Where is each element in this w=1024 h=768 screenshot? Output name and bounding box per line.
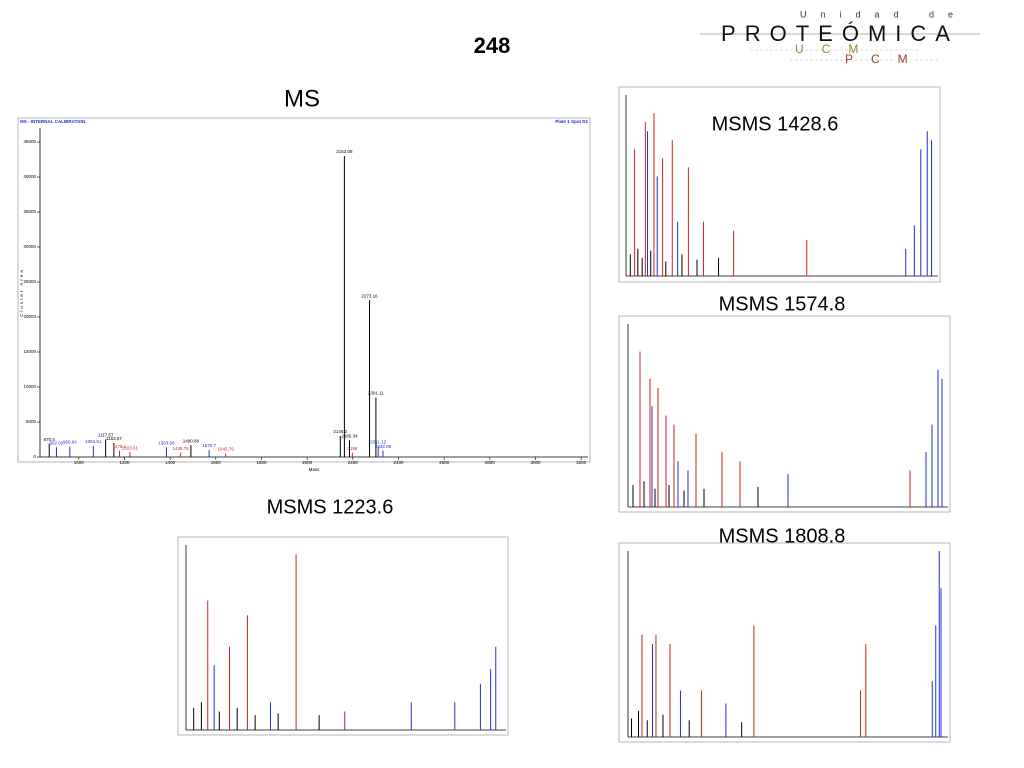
logo-main: PROTEÓMICA [721, 21, 959, 46]
spectrum [618, 86, 941, 283]
frame [17, 117, 591, 463]
x-tick-label: 2000 [302, 460, 313, 465]
peak-label: 2163.08 [336, 149, 353, 154]
panel-title: MS [284, 85, 320, 112]
spectrum: MS - INTERNAL CALIBRATION Plate 1 Spot D1… [17, 117, 591, 472]
header-text: MS - INTERNAL CALIBRATION [20, 119, 85, 124]
peak-label: 2332.06 [375, 444, 392, 449]
y-tick-label: 0 [33, 454, 36, 459]
logo-sub: UCM [795, 42, 876, 56]
peak-label: 1063.51 [85, 439, 102, 444]
x-tick-label: 2400 [393, 460, 404, 465]
peak-label: 2301.11 [368, 391, 384, 396]
peak-label: 1445.76 [172, 446, 189, 451]
panel-title: MSMS 1223.6 [267, 496, 394, 518]
peak-label: 1153.57 [106, 436, 122, 441]
spectrum [177, 536, 509, 736]
peak-label: 1117.57 [98, 433, 114, 438]
peak-label: 1223.61 [122, 445, 139, 450]
peak-label: 1570.7 [202, 443, 216, 448]
frame [618, 542, 951, 743]
frame [177, 536, 509, 736]
peak-label: 902.02 [50, 440, 64, 445]
y-tick-label: 30000 [23, 244, 36, 249]
peak-label: 2273.16 [361, 293, 378, 298]
peak-label: 1178.1 [113, 444, 127, 449]
panel-title: MSMS 1428.6 [712, 113, 839, 135]
y-tick-label: 15000 [23, 349, 36, 354]
peak-label: 2185.34 [341, 433, 358, 438]
spectrum [618, 315, 951, 513]
x-tick-label: 2200 [348, 460, 359, 465]
page-number: 248 [474, 33, 511, 58]
peak-label: 960.64 [63, 440, 77, 445]
peak-label: 1383.66 [158, 440, 175, 445]
y-tick-label: 20000 [23, 314, 36, 319]
y-tick-label: 45000 [23, 139, 36, 144]
x-tick-label: 1800 [256, 460, 267, 465]
x-tick-label: 2600 [439, 460, 450, 465]
peak-label: 1490.88 [183, 438, 200, 443]
x-tick-label: 1600 [211, 460, 222, 465]
y-tick-label: 35000 [23, 209, 36, 214]
logo-sub: PCM [845, 52, 926, 66]
peak-label: 870.5 [44, 437, 56, 442]
panel-title: MSMS 1808.8 [719, 525, 846, 547]
panel-title: MSMS 1574.8 [719, 293, 846, 315]
x-tick-label: 1400 [165, 460, 176, 465]
peak-label: 2311.12 [370, 440, 386, 445]
y-tick-label: 40000 [23, 174, 36, 179]
x-tick-label: 3200 [576, 460, 587, 465]
logo: Unidad de PROTEÓMICA UCM PCM [700, 9, 980, 66]
y-tick-label: 25000 [23, 279, 36, 284]
peak-label: 2145.2 [333, 429, 347, 434]
frame [618, 315, 951, 513]
logo-top: Unidad de [800, 9, 967, 19]
x-axis-label: Mass [309, 467, 321, 472]
peak-label: 1642.79 [217, 447, 234, 452]
peak-label: 2198 [347, 446, 358, 451]
y-axis-label: Cluster Area [19, 268, 24, 317]
spectrum [618, 542, 951, 743]
y-tick-label: 5000 [26, 419, 37, 424]
y-tick-label: 10000 [23, 384, 36, 389]
x-tick-label: 1000 [74, 460, 85, 465]
header-text: Plate 1 Spot D1 [555, 119, 588, 124]
x-tick-label: 3000 [530, 460, 541, 465]
x-tick-label: 1200 [119, 460, 130, 465]
x-tick-label: 2800 [485, 460, 496, 465]
